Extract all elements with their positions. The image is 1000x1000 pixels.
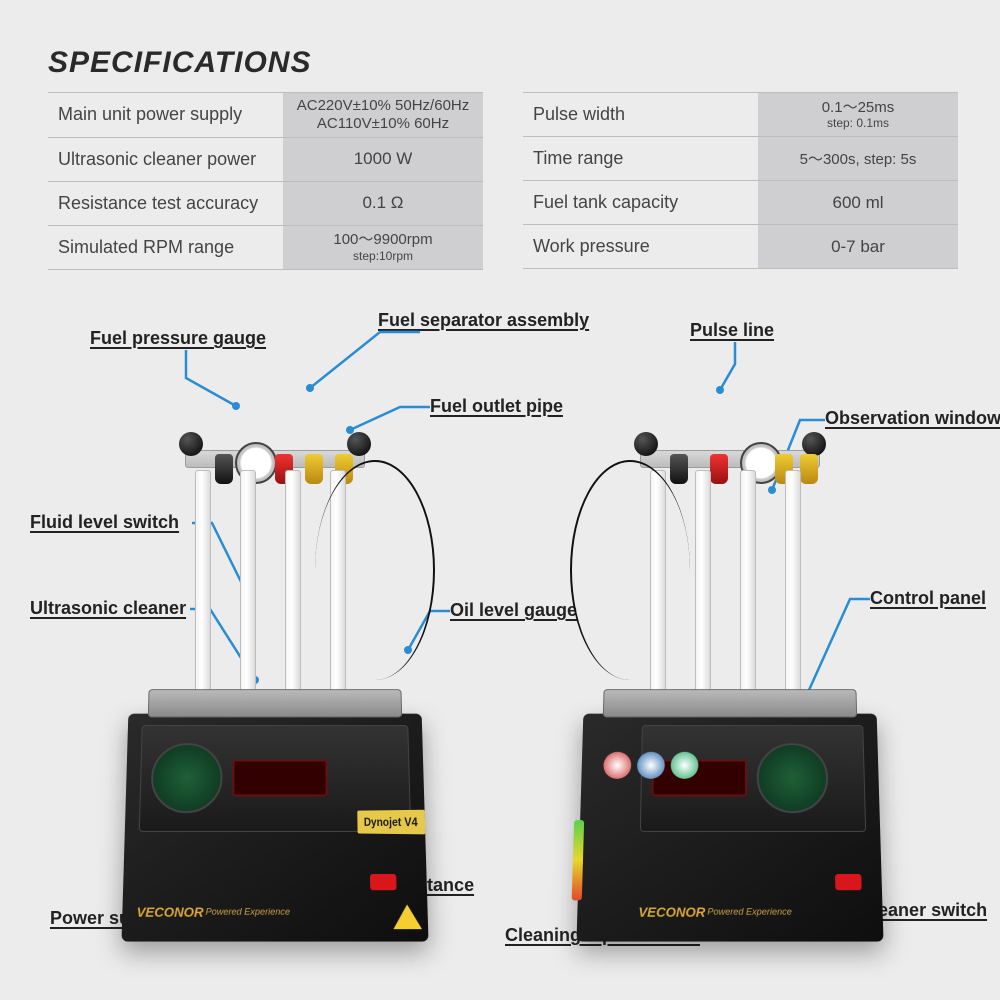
level-indicator-icon — [572, 820, 585, 900]
model-plate: Dynojet V4 — [357, 810, 425, 835]
section-title: SPECIFICATIONS — [48, 46, 311, 80]
spec-value-line: 0.1 Ω — [362, 193, 403, 213]
spec-value-line: 600 ml — [832, 193, 883, 213]
spec-label: Time range — [523, 137, 758, 180]
brand-strip: VECONOR Powered Experience — [136, 900, 413, 923]
sticker-icon — [603, 752, 631, 779]
sticker-icon — [671, 752, 699, 779]
spec-row: Work pressure 0-7 bar — [523, 225, 958, 269]
spec-label: Ultrasonic cleaner power — [48, 138, 283, 181]
brand-name: VECONOR — [136, 904, 203, 919]
spec-value: 5～300s, step: 5s — [758, 137, 958, 180]
glass-tube — [240, 470, 256, 700]
spec-value-line: step:10rpm — [353, 250, 413, 263]
spec-value-line: 0.1～25ms — [822, 99, 895, 116]
clip-icon — [710, 454, 728, 484]
dial-pad-icon — [757, 743, 829, 813]
clip-icon — [800, 454, 818, 484]
spec-column-left: Main unit power supply AC220V±10% 50Hz/6… — [48, 92, 483, 270]
spec-label: Simulated RPM range — [48, 226, 283, 269]
spec-row: Fuel tank capacity 600 ml — [523, 181, 958, 225]
product-diagram: Fuel pressure gauge Fuel separator assem… — [0, 310, 1000, 1000]
spec-value: 0.1～25ms step: 0.1ms — [758, 93, 958, 136]
knob-icon — [634, 432, 658, 456]
machine-side-view: VECONOR Powered Experience — [580, 420, 880, 940]
spec-value-line: 5～300s, step: 5s — [800, 148, 917, 169]
spec-value: 600 ml — [758, 181, 958, 224]
callout-pulse-line: Pulse line — [690, 320, 774, 341]
callout-control-panel: Control panel — [870, 588, 986, 609]
spec-row: Resistance test accuracy 0.1 Ω — [48, 182, 483, 226]
machine-base: VECONOR Powered Experience — [576, 714, 883, 942]
tube-assembly — [640, 450, 820, 710]
callout-fuel-outlet-pipe: Fuel outlet pipe — [430, 396, 563, 417]
machine-base: Dynojet V4 VECONOR Powered Experience — [121, 714, 428, 942]
spec-value-line: AC220V±10% 50Hz/60Hz — [297, 97, 470, 114]
spec-value: 0-7 bar — [758, 225, 958, 268]
spec-value: 1000 W — [283, 138, 483, 181]
led-display-icon — [232, 760, 327, 797]
machine-front-view: Dynojet V4 VECONOR Powered Experience — [125, 420, 425, 940]
glass-tube — [195, 470, 211, 700]
power-switch-icon — [370, 874, 397, 890]
spec-row: Main unit power supply AC220V±10% 50Hz/6… — [48, 93, 483, 138]
clip-icon — [215, 454, 233, 484]
top-crossbar — [640, 450, 820, 468]
callout-fuel-pressure-gauge: Fuel pressure gauge — [90, 328, 266, 349]
cable-icon — [315, 460, 435, 680]
cable-icon — [570, 460, 690, 680]
spec-value-line: 1000 W — [354, 149, 413, 169]
spec-tables: Main unit power supply AC220V±10% 50Hz/6… — [48, 92, 958, 270]
spec-label: Work pressure — [523, 225, 758, 268]
spec-label: Pulse width — [523, 93, 758, 136]
brand-tagline: Powered Experience — [205, 907, 290, 917]
spec-row: Pulse width 0.1～25ms step: 0.1ms — [523, 93, 958, 137]
tube-assembly — [185, 450, 365, 710]
spec-value: 100～9900rpm step:10rpm — [283, 226, 483, 269]
brand-name: VECONOR — [638, 904, 705, 919]
spec-value: AC220V±10% 50Hz/60Hz AC110V±10% 60Hz — [283, 93, 483, 137]
spec-row: Time range 5～300s, step: 5s — [523, 137, 958, 181]
sticker-icon — [637, 752, 665, 779]
spec-row: Ultrasonic cleaner power 1000 W — [48, 138, 483, 182]
knob-icon — [802, 432, 826, 456]
spec-value-line: step: 0.1ms — [827, 117, 889, 130]
knob-icon — [179, 432, 203, 456]
spec-row: Simulated RPM range 100～9900rpm step:10r… — [48, 226, 483, 270]
spec-label: Resistance test accuracy — [48, 182, 283, 225]
glass-tube — [740, 470, 756, 700]
brand-strip: VECONOR Powered Experience — [638, 900, 868, 923]
glass-tube — [285, 470, 301, 700]
clip-icon — [670, 454, 688, 484]
callout-fuel-separator-assembly: Fuel separator assembly — [378, 310, 589, 331]
spec-value-line: AC110V±10% 60Hz — [317, 115, 449, 132]
spec-value: 0.1 Ω — [283, 182, 483, 225]
dial-pad-icon — [150, 743, 223, 813]
spec-column-right: Pulse width 0.1～25ms step: 0.1ms Time ra… — [523, 92, 958, 270]
knob-icon — [347, 432, 371, 456]
glass-tube — [695, 470, 711, 700]
glass-tube — [785, 470, 801, 700]
safety-stickers — [603, 752, 698, 779]
spec-value-line: 0-7 bar — [831, 237, 885, 257]
spec-label: Main unit power supply — [48, 93, 283, 137]
clip-icon — [305, 454, 323, 484]
spec-value-line: 100～9900rpm — [333, 231, 432, 248]
spec-label: Fuel tank capacity — [523, 181, 758, 224]
brand-tagline: Powered Experience — [707, 907, 792, 917]
drip-tray — [148, 689, 402, 717]
callout-oil-level-gauge: Oil level gauge — [450, 600, 577, 621]
power-switch-icon — [835, 874, 862, 890]
drip-tray — [603, 689, 857, 717]
